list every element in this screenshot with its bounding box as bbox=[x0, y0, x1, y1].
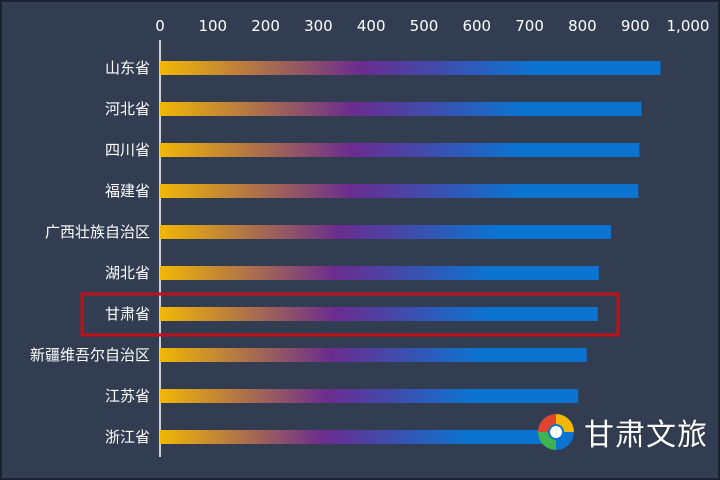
gansu-tourism-logo-icon bbox=[538, 414, 574, 450]
highlight-box bbox=[80, 292, 620, 337]
x-tick-label: 500 bbox=[410, 17, 439, 35]
bar bbox=[160, 307, 598, 321]
x-tick-label: 600 bbox=[462, 17, 491, 35]
bar bbox=[160, 184, 639, 198]
watermark: 甘肃文旅 bbox=[536, 410, 708, 454]
x-tick-label: 700 bbox=[515, 17, 544, 35]
bars bbox=[160, 61, 661, 444]
category-label: 浙江省 bbox=[105, 428, 150, 446]
x-tick-label: 1,000 bbox=[667, 17, 710, 35]
category-label: 广西壮族自治区 bbox=[45, 223, 150, 241]
category-label: 江苏省 bbox=[105, 387, 150, 405]
category-label: 甘肃省 bbox=[105, 305, 150, 323]
category-label: 福建省 bbox=[105, 182, 150, 200]
category-label: 河北省 bbox=[105, 100, 150, 118]
category-label: 新疆维吾尔自治区 bbox=[30, 346, 150, 364]
x-tick-label: 200 bbox=[251, 17, 280, 35]
x-tick-label: 800 bbox=[568, 17, 597, 35]
bar bbox=[160, 348, 587, 362]
x-tick-label: 0 bbox=[155, 17, 165, 35]
bar bbox=[160, 61, 661, 75]
category-label: 湖北省 bbox=[105, 264, 150, 282]
bar bbox=[160, 266, 599, 280]
bar bbox=[160, 102, 642, 116]
bar bbox=[160, 430, 570, 444]
x-tick-label: 300 bbox=[304, 17, 333, 35]
highlight-layer bbox=[80, 292, 620, 337]
bar bbox=[160, 143, 640, 157]
x-tick-label: 900 bbox=[621, 17, 650, 35]
x-tick-label: 100 bbox=[198, 17, 227, 35]
category-label: 四川省 bbox=[105, 141, 150, 159]
watermark-text: 甘肃文旅 bbox=[584, 418, 708, 453]
x-tick-label: 400 bbox=[357, 17, 386, 35]
bar bbox=[160, 225, 611, 239]
bar bbox=[160, 389, 579, 403]
category-label: 山东省 bbox=[105, 59, 150, 77]
